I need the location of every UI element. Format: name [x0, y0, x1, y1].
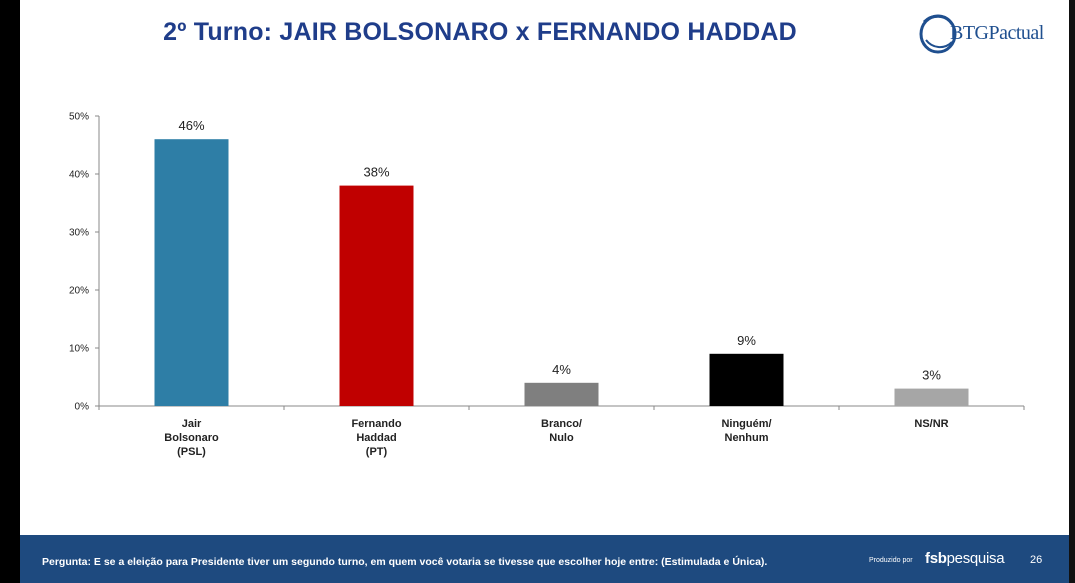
- survey-question: Pergunta: E se a eleição para Presidente…: [42, 556, 768, 568]
- x-axis-labels: Jair Bolsonaro (PSL) Fernando Haddad (PT) Bran…: [164, 418, 948, 458]
- x-tick-label-line: Fernando: [351, 418, 401, 430]
- y-tick-label: 10%: [69, 344, 89, 355]
- x-tick-label-line: Branco/: [541, 418, 582, 430]
- x-tick-label: Jair Bolsonaro (PSL): [164, 418, 219, 458]
- data-label: 9%: [737, 333, 756, 348]
- footer-bar: Pergunta: E se a eleição para Presidente…: [20, 535, 1069, 583]
- page-number: 26: [1030, 554, 1043, 566]
- producer-name-bold: fsb: [925, 550, 947, 567]
- y-tick-label: 20%: [69, 286, 89, 297]
- y-tick-label: 30%: [69, 228, 89, 239]
- x-tick-label-line: Nenhum: [725, 432, 769, 444]
- screen-edge: [1069, 0, 1075, 583]
- fsb-pesquisa-logo: fsbpesquisa: [925, 550, 1005, 567]
- bars: 46% 38% 4% 9% 3%: [154, 118, 969, 406]
- data-label: 4%: [552, 362, 571, 377]
- x-tick-label: Ninguém/Nenhum: [721, 418, 771, 444]
- data-label: 38%: [363, 165, 389, 180]
- x-tick-label-line: Jair: [182, 418, 202, 430]
- x-tick-label-line: Bolsonaro: [164, 432, 219, 444]
- x-tick-label-line: (PSL): [177, 446, 206, 458]
- x-tick-label-line: NS/NR: [914, 418, 948, 430]
- x-tick-label-line: (PT): [366, 446, 388, 458]
- data-label: 3%: [922, 368, 941, 383]
- x-tick-label: Fernando Haddad (PT): [351, 418, 401, 458]
- x-tick-label: Branco/Nulo: [541, 418, 582, 444]
- bar-chart: 0% 10% 20% 30% 40% 50% 46% 38% 4% 9% 3% Jair Bolso…: [69, 112, 1025, 458]
- btg-swirl-icon: [919, 14, 957, 54]
- page-title: 2º Turno: JAIR BOLSONARO x FERNANDO HADD…: [163, 18, 797, 46]
- x-tick-label-line: Ninguém/: [721, 418, 771, 430]
- x-tick-label-line: Haddad: [356, 432, 396, 444]
- x-tick-label-line: Nulo: [549, 432, 574, 444]
- bar: [524, 382, 599, 406]
- x-tick-label: NS/NR: [914, 418, 948, 430]
- producer-name-rest: pesquisa: [946, 550, 1005, 567]
- bar: [894, 388, 969, 406]
- slide-canvas: 2º Turno: JAIR BOLSONARO x FERNANDO HADD…: [20, 0, 1069, 583]
- btg-pactual-logo: BTGPactual: [918, 10, 1068, 58]
- bar: [709, 353, 784, 406]
- bar: [339, 185, 414, 406]
- y-tick-label: 0%: [75, 402, 90, 413]
- produced-by-label: Produzido por: [869, 557, 913, 564]
- y-tick-label: 50%: [69, 112, 89, 123]
- data-label: 46%: [178, 118, 204, 133]
- y-tick-label: 40%: [69, 170, 89, 181]
- logo-text: BTGPactual: [950, 22, 1044, 44]
- bar: [154, 139, 229, 406]
